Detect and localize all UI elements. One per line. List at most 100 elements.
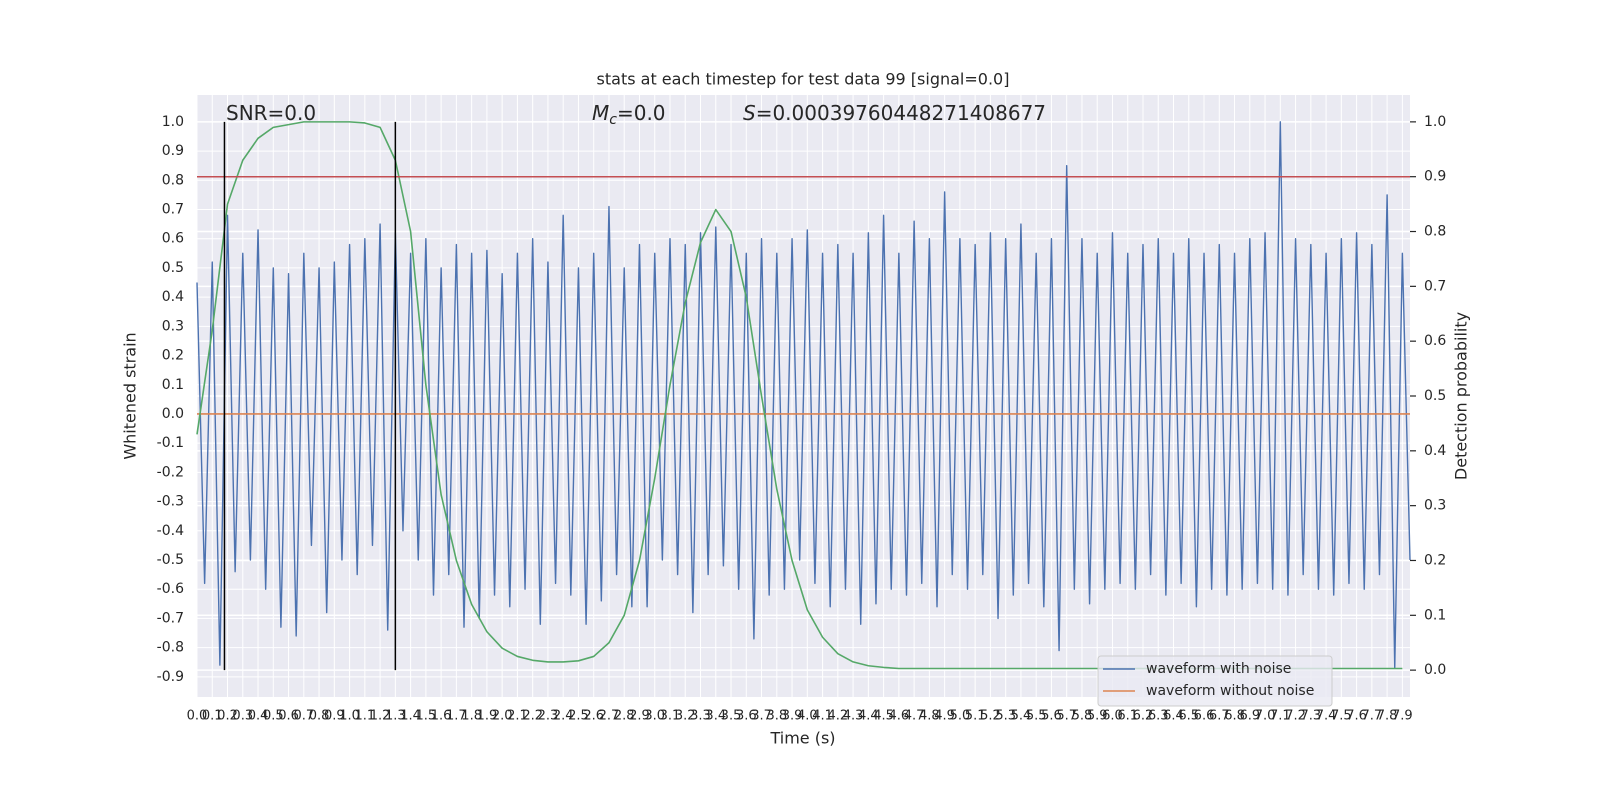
x-tick-label: 4.8 bbox=[919, 709, 940, 724]
marks bbox=[196, 121, 1411, 671]
x-tick-label: 1.0 bbox=[339, 709, 360, 724]
y-tick-label: 1.0 bbox=[162, 114, 184, 130]
x-tick-label: 6.9 bbox=[1239, 709, 1260, 724]
y2-tick-label: 0.8 bbox=[1424, 224, 1446, 240]
x-tick-label: 6.7 bbox=[1209, 709, 1230, 724]
y-tick-label: -0.7 bbox=[157, 610, 184, 626]
y-tick-label: -0.2 bbox=[157, 464, 184, 480]
x-tick-label: 5.4 bbox=[1011, 709, 1032, 724]
x-tick-label: 1.7 bbox=[446, 709, 467, 724]
annotation-part: c bbox=[609, 112, 617, 128]
x-tick-label: 6.0 bbox=[1102, 709, 1123, 724]
y2-axis-label: Detection probability bbox=[1452, 312, 1471, 480]
x-tick-label: 5.8 bbox=[1072, 709, 1093, 724]
y-tick-label: -0.8 bbox=[157, 640, 184, 656]
annotation: SNR=0.0 bbox=[226, 101, 316, 125]
chart-title: stats at each timestep for test data 99 … bbox=[597, 70, 1010, 89]
y-tick-label: 0.4 bbox=[162, 289, 184, 305]
annotation: Mc=0.0 bbox=[592, 101, 666, 129]
annotation: S=0.00039760448271408677 bbox=[743, 101, 1046, 125]
x-tick-label: 4.9 bbox=[934, 709, 955, 724]
x-tick-label: 0.9 bbox=[324, 709, 345, 724]
x-tick-label: 5.3 bbox=[995, 709, 1016, 724]
x-tick-label: 0.0 bbox=[187, 709, 208, 724]
x-tick-label: 3.0 bbox=[644, 709, 665, 724]
y2-tick-label: 0.6 bbox=[1424, 333, 1446, 349]
x-axis-label: Time (s) bbox=[769, 729, 835, 748]
x-tick-label: 3.3 bbox=[690, 709, 711, 724]
x-tick-label: 1.5 bbox=[416, 709, 437, 724]
annotation-part: M bbox=[592, 101, 609, 125]
x-tick-label: 7.1 bbox=[1270, 709, 1291, 724]
y2-tick-label: 0.2 bbox=[1424, 552, 1446, 568]
x-tick-label: 2.7 bbox=[599, 709, 620, 724]
x-tick-label: 4.4 bbox=[858, 709, 879, 724]
x-tick-label: 1.4 bbox=[400, 709, 421, 724]
y-tick-label: 0.5 bbox=[162, 260, 184, 276]
x-tick-label: 4.6 bbox=[889, 709, 910, 724]
x-tick-label: 5.5 bbox=[1026, 709, 1047, 724]
x-tick-label: 1.2 bbox=[370, 709, 391, 724]
x-tick-label: 3.8 bbox=[766, 709, 787, 724]
x-tick-label: 5.2 bbox=[980, 709, 1001, 724]
x-tick-label: 3.5 bbox=[721, 709, 742, 724]
y-tick-label: 0.0 bbox=[162, 406, 184, 422]
x-tick-label: 7.4 bbox=[1316, 709, 1337, 724]
y-tick-label: 0.8 bbox=[162, 172, 184, 188]
y-tick-label: -0.5 bbox=[157, 552, 184, 568]
x-tick-label: 1.6 bbox=[431, 709, 452, 724]
x-tick-label: 4.0 bbox=[797, 709, 818, 724]
x-tick-label: 5.0 bbox=[950, 709, 971, 724]
y-tick-label: -0.9 bbox=[157, 669, 184, 685]
y-tick-label: -0.6 bbox=[157, 581, 184, 597]
x-tick-label: 2.6 bbox=[583, 709, 604, 724]
y-tick-label: 0.1 bbox=[162, 377, 184, 393]
x-tick-label: 2.9 bbox=[629, 709, 650, 724]
x-tick-label: 7.5 bbox=[1331, 709, 1352, 724]
y-tick-label: -0.1 bbox=[157, 435, 184, 451]
y2-tick-label: 1.0 bbox=[1424, 114, 1446, 130]
y2-tick-label: 0.9 bbox=[1424, 169, 1446, 185]
x-tick-label: 1.3 bbox=[385, 709, 406, 724]
x-tick-label: 4.3 bbox=[843, 709, 864, 724]
x-tick-label: 2.8 bbox=[614, 709, 635, 724]
x-tick-label: 1.1 bbox=[354, 709, 375, 724]
x-tick-label: 7.8 bbox=[1377, 709, 1398, 724]
x-tick-label: 3.6 bbox=[736, 709, 757, 724]
x-tick-label: 0.4 bbox=[248, 709, 269, 724]
x-tick-label: 6.1 bbox=[1117, 709, 1138, 724]
x-tick-label: 2.3 bbox=[538, 709, 559, 724]
x-tick-label: 6.8 bbox=[1224, 709, 1245, 724]
x-tick-label: 7.2 bbox=[1285, 709, 1306, 724]
y-tick-label: 0.3 bbox=[162, 318, 184, 334]
y-tick-label: 0.7 bbox=[162, 201, 184, 217]
y2-tick-label: 0.7 bbox=[1424, 278, 1446, 294]
y2-tick-label: 0.3 bbox=[1424, 498, 1446, 514]
x-tick-label: 5.7 bbox=[1056, 709, 1077, 724]
y-tick-label: 0.2 bbox=[162, 348, 184, 364]
annotation-part: S bbox=[743, 101, 756, 125]
x-tick-label: 2.1 bbox=[507, 709, 528, 724]
y2-tick-label: 0.1 bbox=[1424, 607, 1446, 623]
x-tick-label: 1.9 bbox=[477, 709, 498, 724]
legend-label: waveform with noise bbox=[1146, 661, 1291, 677]
x-tick-label: 6.2 bbox=[1133, 709, 1154, 724]
x-tick-label: 5.6 bbox=[1041, 709, 1062, 724]
x-tick-label: 5.1 bbox=[965, 709, 986, 724]
x-tick-label: 7.0 bbox=[1255, 709, 1276, 724]
x-tick-label: 4.2 bbox=[827, 709, 848, 724]
x-tick-label: 4.7 bbox=[904, 709, 925, 724]
y2-tick-label: 0.5 bbox=[1424, 388, 1446, 404]
annotation-part: =0.00039760448271408677 bbox=[756, 101, 1046, 125]
y-tick-label: 0.9 bbox=[162, 143, 184, 159]
x-tick-label: 0.5 bbox=[263, 709, 284, 724]
x-tick-label: 3.7 bbox=[751, 709, 772, 724]
x-tick-label: 1.8 bbox=[461, 709, 482, 724]
x-tick-label: 4.5 bbox=[873, 709, 894, 724]
x-tick-label: 0.7 bbox=[293, 709, 314, 724]
x-tick-label: 3.2 bbox=[675, 709, 696, 724]
annotation-part: SNR=0.0 bbox=[226, 101, 316, 125]
y-tick-label: -0.3 bbox=[157, 494, 184, 510]
x-tick-label: 7.6 bbox=[1346, 709, 1367, 724]
x-tick-label: 0.6 bbox=[278, 709, 299, 724]
